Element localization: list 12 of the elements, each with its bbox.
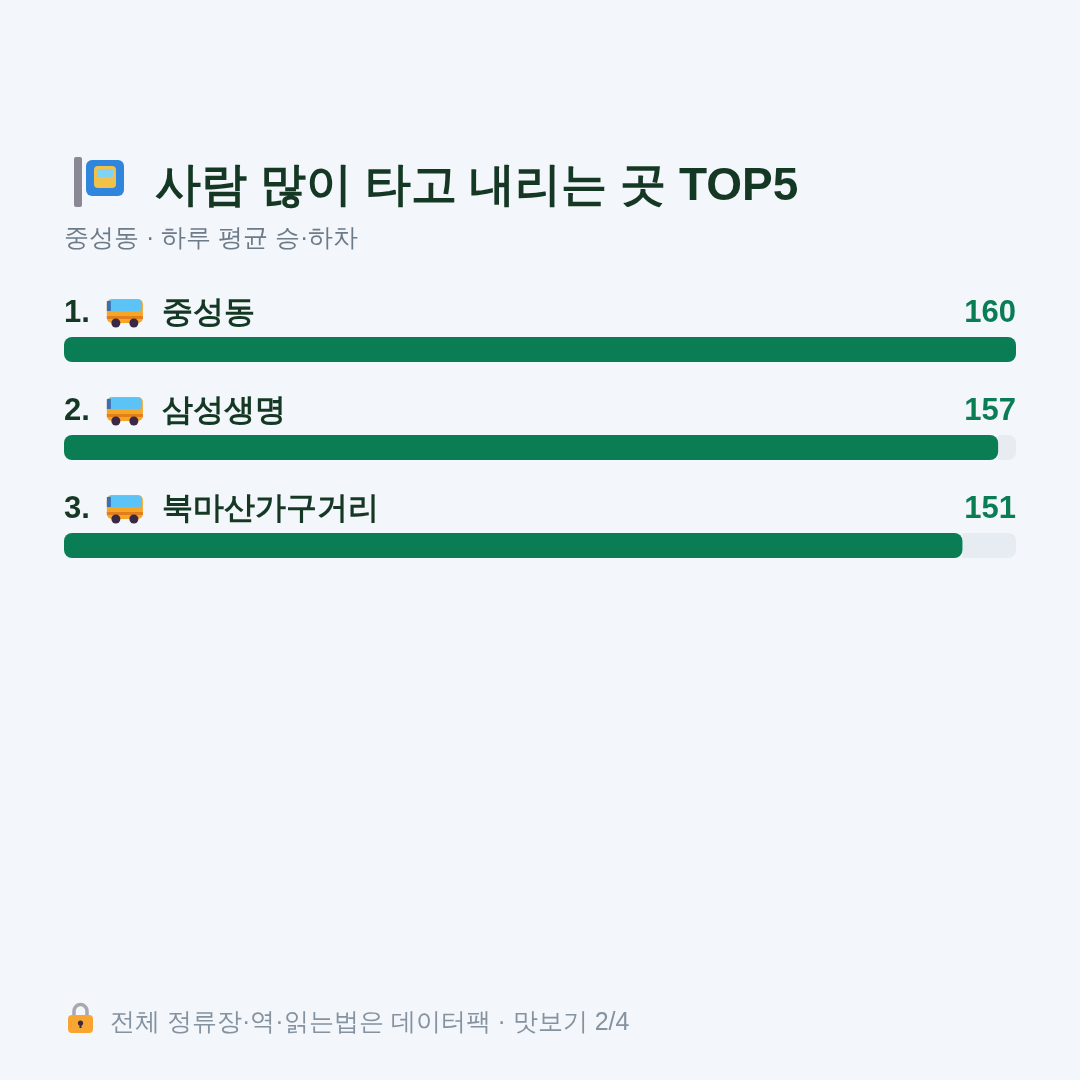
category-label: 중성동 [161, 294, 255, 329]
category-label: 삼성생명 [161, 392, 286, 427]
subtitle: 중성동 · 하루 평균 승·하차 [64, 223, 359, 251]
category-label: 북마산가구거리 [161, 490, 379, 525]
annotation: 전체 정류장·역·읽는법은 데이터팩 · 맛보기 2/4 [110, 1007, 630, 1035]
value-label: 157 [964, 392, 1016, 427]
category-label: 2. [64, 392, 90, 427]
category-label: 1. [64, 294, 90, 329]
category-label: 3. [64, 490, 90, 525]
value-label: 160 [964, 294, 1016, 329]
value-label: 151 [964, 490, 1016, 525]
title: 사람 많이 타고 내리는 곳 TOP5 [155, 158, 799, 210]
